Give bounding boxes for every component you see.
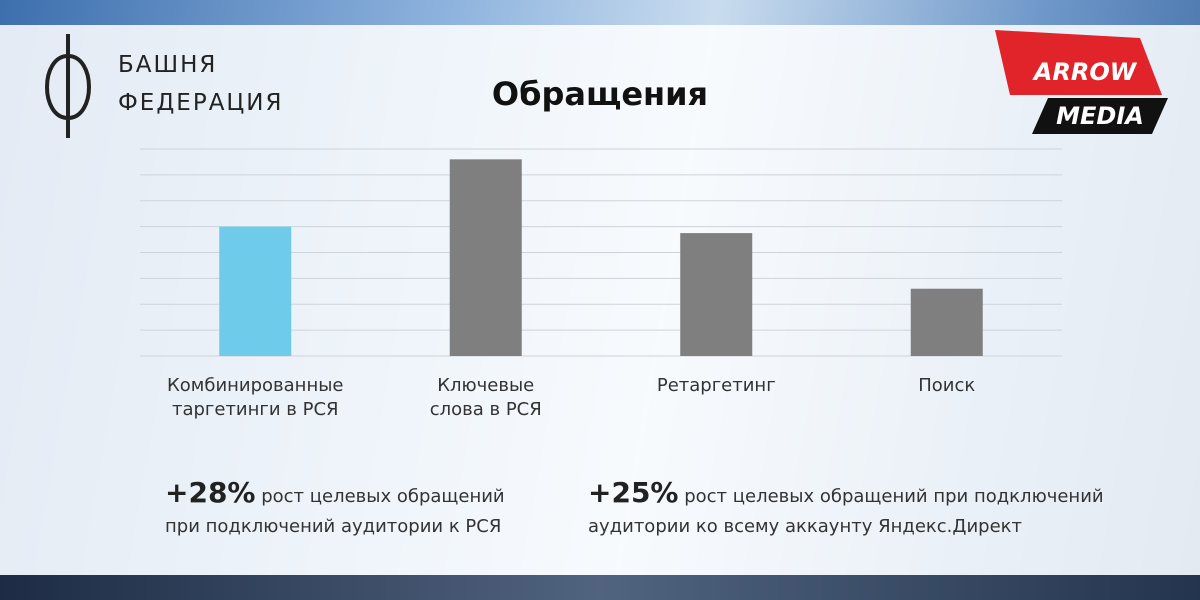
panel <box>0 25 1200 575</box>
logo-line1: БАШНЯ <box>118 52 218 78</box>
note: +28% рост целевых обращений при подключе… <box>165 478 505 542</box>
bar <box>219 226 292 356</box>
note: +25% рост целевых обращений при подключе… <box>588 478 1104 542</box>
note-highlight: +28% <box>165 476 256 509</box>
note-text: рост целевых обращений при подключений а… <box>165 486 505 537</box>
x-tick-label: Ключевые слова в РСЯ <box>429 375 542 420</box>
brand-red <box>995 30 1162 95</box>
chart-title: Обращения <box>492 75 708 113</box>
bar <box>910 288 983 356</box>
logo-icon <box>45 34 91 138</box>
brand-line1: ARROW <box>1032 58 1138 86</box>
x-tick-label: Поиск <box>918 375 976 396</box>
bar <box>680 233 753 356</box>
x-tick-label: Ретаргетинг <box>656 375 776 396</box>
brand-black <box>1032 98 1168 134</box>
bottom-strip <box>0 575 1200 600</box>
note-highlight: +25% <box>588 476 679 509</box>
x-tick-label: Комбинированные таргетинги в РСЯ <box>166 375 344 420</box>
note-text: рост целевых обращений при подключений а… <box>588 486 1104 537</box>
logo-line2: ФЕДЕРАЦИЯ <box>118 90 284 116</box>
bar <box>449 159 522 356</box>
brand-line2: MEDIA <box>1056 102 1144 130</box>
